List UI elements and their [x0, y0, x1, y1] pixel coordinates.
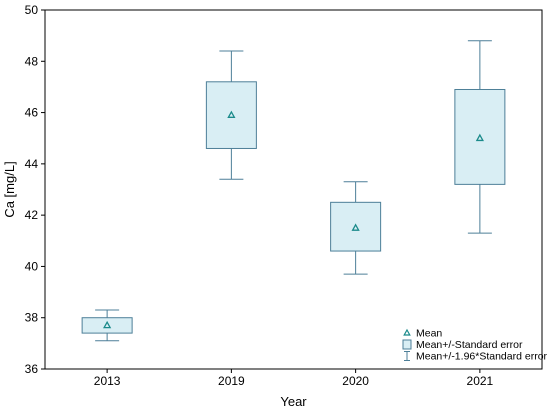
legend-label: Mean+/-Standard error	[416, 339, 523, 351]
x-axis: 2013 2019 2020 2021	[94, 369, 494, 388]
y-axis-title: Ca [mg/L]	[2, 161, 17, 217]
box-group-2020	[330, 181, 382, 275]
se-box	[454, 88, 506, 185]
se-box	[330, 201, 382, 252]
legend-label: Mean+/-1.96*Standard error	[416, 351, 548, 363]
mean-marker	[475, 133, 484, 142]
x-tick-label: 2019	[218, 374, 245, 388]
x-tick-label: 2021	[467, 374, 494, 388]
y-tick-label: 46	[25, 106, 39, 120]
legend-mean-marker	[403, 328, 411, 336]
mean-marker	[227, 110, 236, 118]
legend-label: Mean	[416, 328, 442, 340]
x-tick-label: 2020	[342, 374, 369, 388]
y-tick-label: 42	[25, 208, 39, 222]
y-tick-label: 44	[25, 157, 39, 171]
y-tick-label: 38	[25, 311, 39, 325]
legend-box-swatch	[402, 339, 412, 350]
y-tick-label: 36	[25, 362, 39, 376]
plot-area	[81, 40, 506, 342]
x-axis-title: Year	[280, 394, 307, 409]
plot-frame	[44, 9, 543, 370]
se-box	[81, 317, 133, 334]
y-tick-label: 40	[25, 259, 39, 273]
x-tick-label: 2013	[94, 374, 121, 388]
box-group-2019	[205, 50, 257, 180]
mean-marker	[103, 320, 112, 329]
box-group-2021	[454, 40, 506, 234]
y-tick-label: 50	[25, 3, 39, 17]
y-tick-label: 48	[25, 54, 39, 68]
y-axis: 36 38 40 42 44 46 48 50	[25, 3, 45, 376]
se-box	[205, 81, 257, 149]
box-group-2013	[81, 309, 133, 342]
mean-marker	[351, 223, 360, 231]
